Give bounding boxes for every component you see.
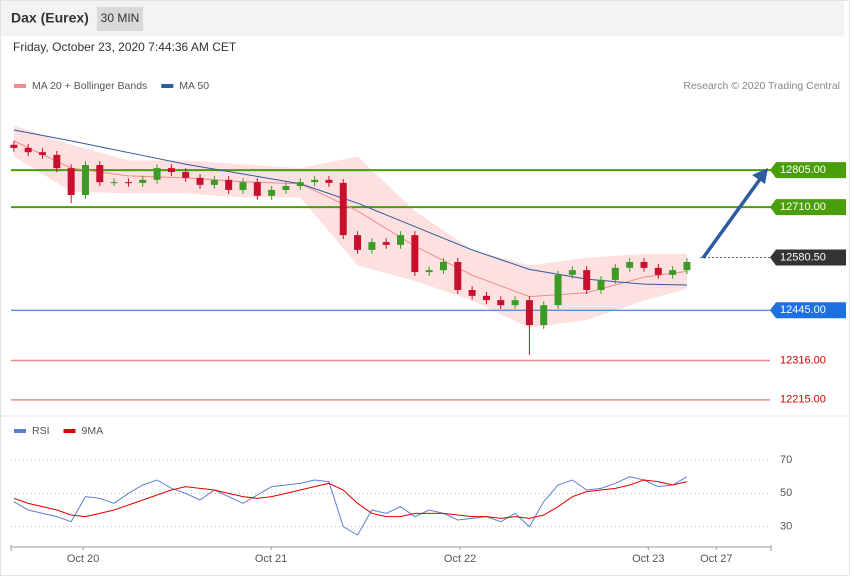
instrument: Dax (Eurex) bbox=[11, 10, 89, 26]
candle-body bbox=[311, 179, 319, 183]
candle-body bbox=[354, 235, 362, 250]
bollinger-band bbox=[13, 125, 687, 328]
candle-body bbox=[139, 179, 147, 183]
candle-body bbox=[597, 279, 605, 291]
level-label: 12580.50 bbox=[780, 251, 826, 263]
candle-body bbox=[182, 172, 190, 178]
candle-body bbox=[325, 179, 333, 183]
indicator-line bbox=[13, 476, 688, 536]
legend-label: MA 50 bbox=[179, 80, 209, 92]
candle-body bbox=[640, 261, 648, 268]
candle-body bbox=[511, 300, 519, 306]
x-tick-label: Oct 22 bbox=[444, 553, 476, 565]
target-arrow bbox=[701, 173, 765, 260]
source: Research © 2020 Trading Central bbox=[683, 80, 840, 92]
candle-body bbox=[368, 242, 376, 250]
candle-body bbox=[67, 168, 75, 196]
candle-body bbox=[525, 300, 533, 326]
candle-body bbox=[167, 168, 175, 173]
candle-body bbox=[339, 182, 347, 236]
interval[interactable]: 30 MIN bbox=[101, 11, 140, 25]
candle-body bbox=[296, 182, 304, 187]
candle-body bbox=[253, 182, 261, 196]
level-badge bbox=[770, 162, 846, 179]
y-tick-label: 30 bbox=[780, 521, 792, 533]
level-label: 12215.00 bbox=[780, 394, 826, 406]
legend-swatch bbox=[14, 429, 26, 433]
level-label: 12316.00 bbox=[780, 354, 826, 366]
target-arrowhead bbox=[752, 168, 768, 184]
level-badge bbox=[770, 199, 846, 216]
y-tick-label: 70 bbox=[780, 454, 792, 466]
x-tick-label: Oct 20 bbox=[67, 553, 99, 565]
candle-body bbox=[439, 261, 447, 271]
level-label: 12445.00 bbox=[780, 304, 826, 316]
x-tick-label: Oct 27 bbox=[700, 553, 732, 565]
candle-body bbox=[53, 154, 61, 169]
candle-body bbox=[411, 235, 419, 273]
candle-body bbox=[268, 189, 276, 196]
x-tick-label: Oct 23 bbox=[632, 553, 664, 565]
candle-body bbox=[583, 270, 591, 291]
candle-body bbox=[554, 274, 562, 306]
candle-body bbox=[124, 182, 132, 184]
level-badge bbox=[770, 249, 846, 266]
candle-body bbox=[24, 147, 32, 153]
candle-body bbox=[626, 261, 634, 268]
legend-swatch bbox=[14, 84, 26, 88]
candle-body bbox=[683, 261, 691, 271]
candle-body bbox=[611, 267, 619, 280]
candle-body bbox=[225, 179, 233, 190]
candle-body bbox=[540, 305, 548, 326]
candle-body bbox=[482, 295, 490, 301]
candle-body bbox=[153, 168, 161, 180]
candle-body bbox=[425, 270, 433, 273]
candle-body bbox=[210, 179, 218, 185]
candle-body bbox=[497, 300, 505, 306]
timestamp: Friday, October 23, 2020 7:44:36 AM CET bbox=[13, 40, 237, 54]
candle-body bbox=[196, 177, 204, 185]
x-tick-label: Oct 21 bbox=[255, 553, 287, 565]
level-label: 12710.00 bbox=[780, 201, 826, 213]
level-label: 12805.00 bbox=[780, 164, 826, 176]
legend-label: 9MA bbox=[82, 425, 104, 437]
y-tick-label: 50 bbox=[780, 487, 792, 499]
legend-label: MA 20 + Bollinger Bands bbox=[32, 80, 147, 92]
interval-box[interactable] bbox=[97, 7, 143, 31]
candle-body bbox=[468, 290, 476, 296]
candle-body bbox=[382, 242, 390, 245]
candle-body bbox=[81, 165, 89, 196]
candle-body bbox=[10, 144, 18, 148]
candle-body bbox=[454, 261, 462, 291]
legend-swatch bbox=[161, 84, 174, 88]
candle-body bbox=[669, 270, 677, 275]
legend-label: RSI bbox=[32, 425, 50, 437]
candle-body bbox=[96, 165, 104, 183]
legend-swatch bbox=[63, 429, 76, 433]
candle-body bbox=[239, 182, 247, 190]
candle-body bbox=[397, 235, 405, 245]
candle-body bbox=[654, 267, 662, 275]
candle-body bbox=[110, 182, 118, 184]
candle-body bbox=[568, 270, 576, 275]
level-badge bbox=[770, 302, 846, 319]
candle-body bbox=[282, 186, 290, 190]
candle-body bbox=[39, 152, 47, 155]
indicator-line bbox=[13, 479, 688, 519]
